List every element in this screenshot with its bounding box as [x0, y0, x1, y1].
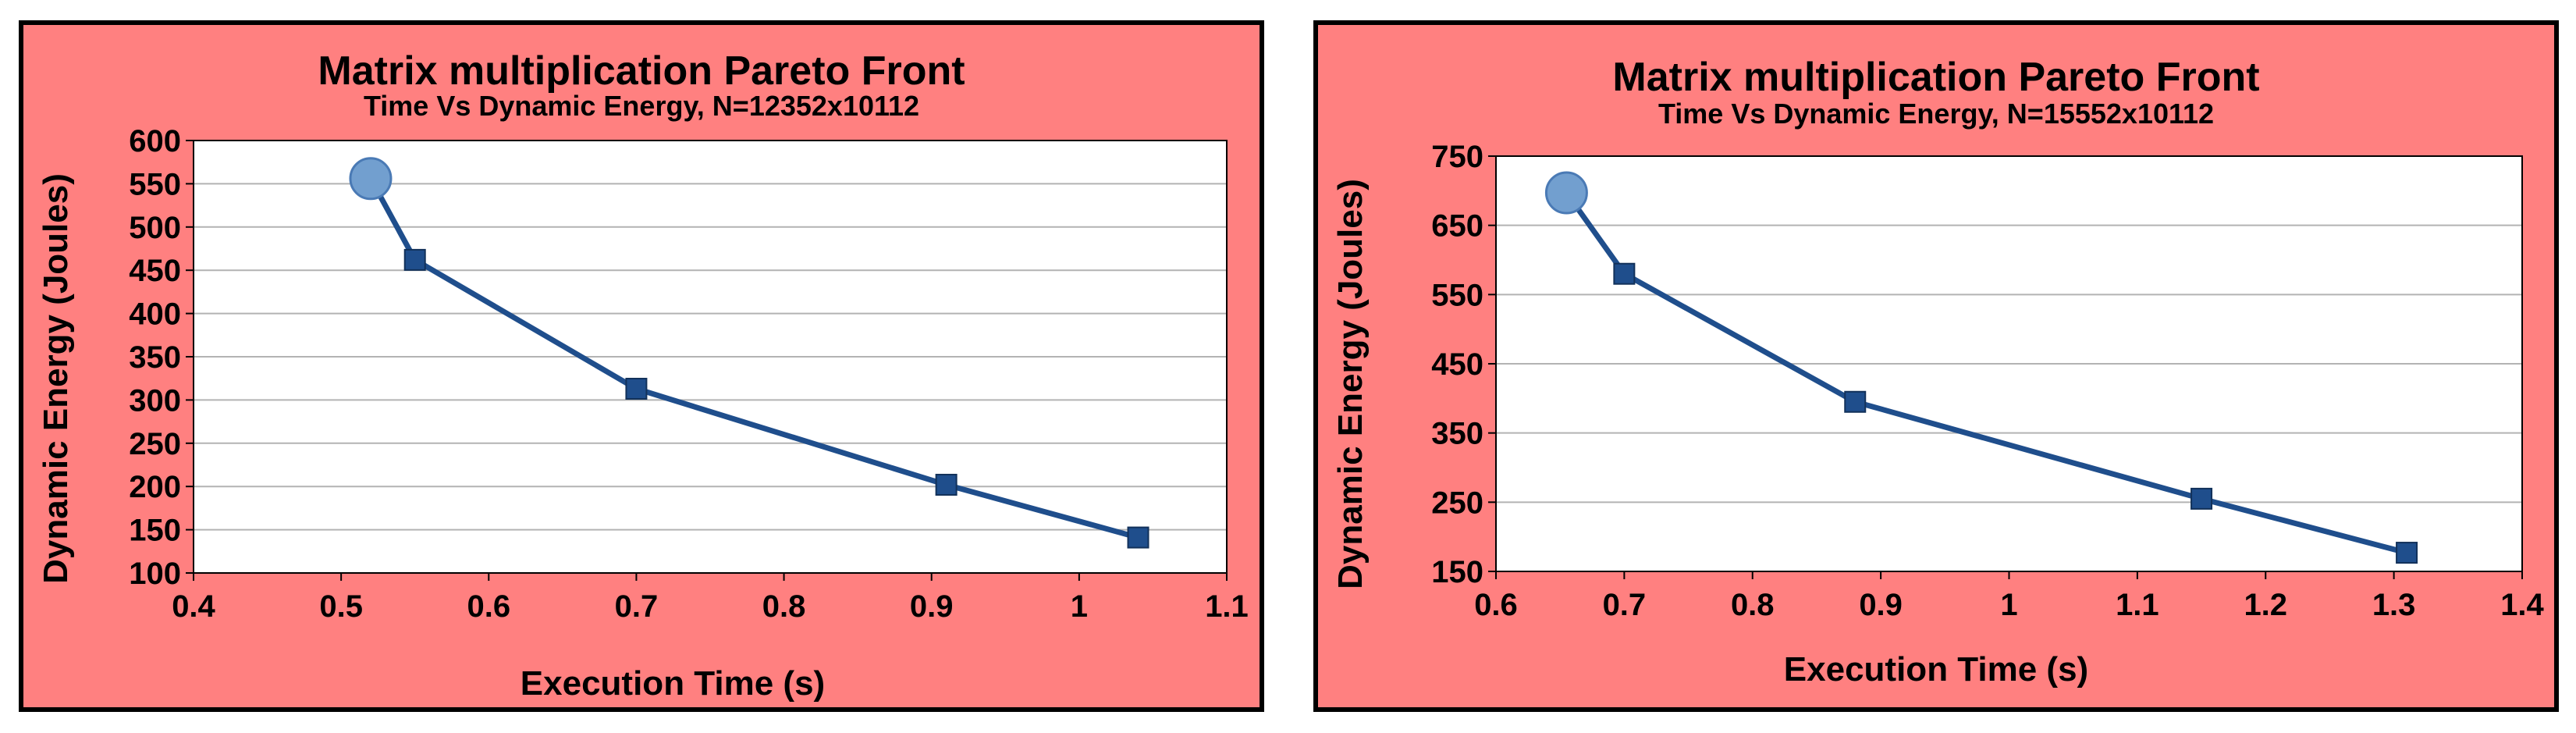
data-point-highlight [349, 157, 393, 201]
chart-panel-right: Matrix multiplication Pareto Front Time … [1313, 20, 2559, 712]
x-tick-label: 1.1 [1205, 589, 1249, 624]
y-tick-label: 450 [1431, 347, 1483, 382]
chart-title: Matrix multiplication Pareto Front [1612, 55, 2259, 100]
y-tick-label: 500 [129, 211, 181, 245]
data-point [1613, 262, 1636, 285]
y-tick-label: 600 [129, 124, 181, 158]
x-tick-label: 1 [2000, 588, 2017, 622]
x-tick-label: 1.1 [2116, 588, 2159, 622]
data-point [2190, 487, 2213, 510]
y-axis-label: Dynamic Energy (Joules) [1331, 179, 1370, 589]
x-tick-label: 0.8 [1731, 588, 1775, 622]
x-tick-label: 1.3 [2372, 588, 2416, 622]
data-point [1844, 390, 1867, 413]
y-tick-label: 550 [1431, 278, 1483, 312]
plot-border [193, 140, 1228, 574]
chart-panel-left: Matrix multiplication Pareto Front Time … [19, 20, 1264, 712]
plot-area: 100 150 200 250 300 350 400 450 500 550 600 0.4 0.5 0… [129, 124, 1249, 624]
data-point [625, 377, 648, 400]
data-point-highlight [1544, 171, 1588, 215]
data-point [2396, 542, 2418, 564]
y-tick-label: 450 [129, 254, 181, 288]
x-tick-label: 1 [1071, 589, 1088, 624]
x-tick-label: 0.4 [172, 589, 215, 624]
chart-title: Matrix multiplication Pareto Front [318, 48, 965, 94]
y-tick-label: 250 [1431, 486, 1483, 520]
x-tick-label: 0.6 [467, 589, 510, 624]
data-point [403, 248, 426, 271]
y-tick-label: 400 [129, 297, 181, 332]
y-tick-label: 200 [129, 470, 181, 504]
chart-right: Matrix multiplication Pareto Front Time … [1331, 55, 2545, 689]
y-tick-label: 650 [1431, 209, 1483, 244]
x-tick-label: 0.6 [1474, 588, 1518, 622]
y-tick-label: 350 [1431, 417, 1483, 451]
y-tick-label: 350 [129, 340, 181, 375]
y-tick-label: 750 [1431, 140, 1483, 174]
y-tick-label: 150 [1431, 555, 1483, 589]
y-tick-label: 150 [129, 514, 181, 548]
y-tick-label: 550 [129, 167, 181, 201]
chart-subtitle: Time Vs Dynamic Energy, N=12352x10112 [364, 90, 919, 122]
x-tick-label: 0.7 [615, 589, 659, 624]
y-tick-label: 300 [129, 383, 181, 418]
x-axis-label: Execution Time (s) [1784, 650, 2088, 689]
data-point [935, 473, 958, 496]
chart-subtitle: Time Vs Dynamic Energy, N=15552x10112 [1658, 98, 2214, 130]
y-tick-label: 100 [129, 557, 181, 591]
data-point [1127, 526, 1149, 549]
plot-border [1495, 155, 2523, 572]
y-tick-label: 250 [129, 427, 181, 461]
x-tick-label: 1.2 [2244, 588, 2287, 622]
x-axis-label: Execution Time (s) [521, 664, 825, 703]
x-tick-label: 0.7 [1603, 588, 1647, 622]
x-tick-label: 1.4 [2500, 588, 2544, 622]
plot-area: 150 250 350 450 550 650 750 0.6 0.7 0.8 0.9 1 1.1 1.2… [1431, 140, 2544, 622]
x-tick-label: 0.9 [910, 589, 954, 624]
x-tick-label: 0.8 [762, 589, 806, 624]
x-tick-label: 0.5 [319, 589, 363, 624]
x-tick-label: 0.9 [1859, 588, 1903, 622]
chart-left: Matrix multiplication Pareto Front Time … [37, 48, 1249, 703]
y-axis-label: Dynamic Energy (Joules) [37, 173, 75, 584]
